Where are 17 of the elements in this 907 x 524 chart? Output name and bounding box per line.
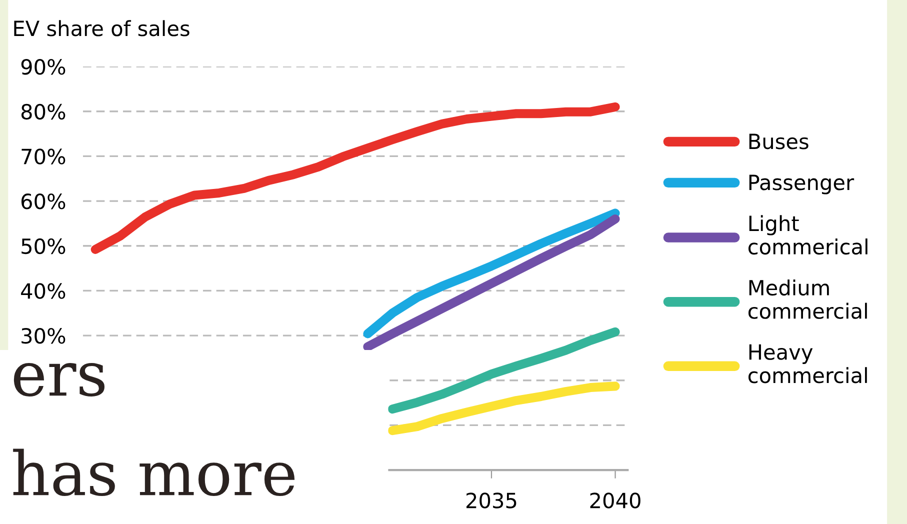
annotation: ers [14,363,104,396]
y-tick-label: 90% [21,59,66,75]
legend-label: Medium commercial [748,279,867,319]
y-tick-label: 80% [21,104,66,120]
chart-title: EV share of sales [14,20,190,36]
y-tick-label: 30% [22,328,66,344]
y-tick-label: 50% [22,238,66,254]
legend-label: Passenger [749,174,854,194]
y-tick-label: 70% [22,148,66,164]
y-tick-label: 60% [21,193,66,210]
legend-label: Buses [749,134,808,150]
x-tick-label: 2040 [590,492,640,508]
legend-label: Light commerical [748,215,868,255]
annotation: has more [13,448,295,496]
legend-label: Heavy commercial [748,344,867,384]
y-tick-label: 40% [21,283,66,299]
x-tick-label: 2035 [466,492,516,508]
